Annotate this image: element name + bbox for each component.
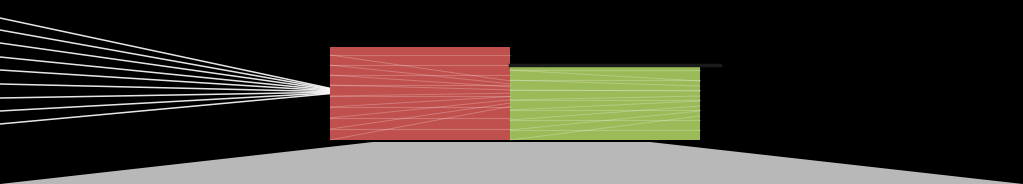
Bar [330,47,510,140]
Polygon shape [0,142,1023,184]
Bar [510,65,700,140]
